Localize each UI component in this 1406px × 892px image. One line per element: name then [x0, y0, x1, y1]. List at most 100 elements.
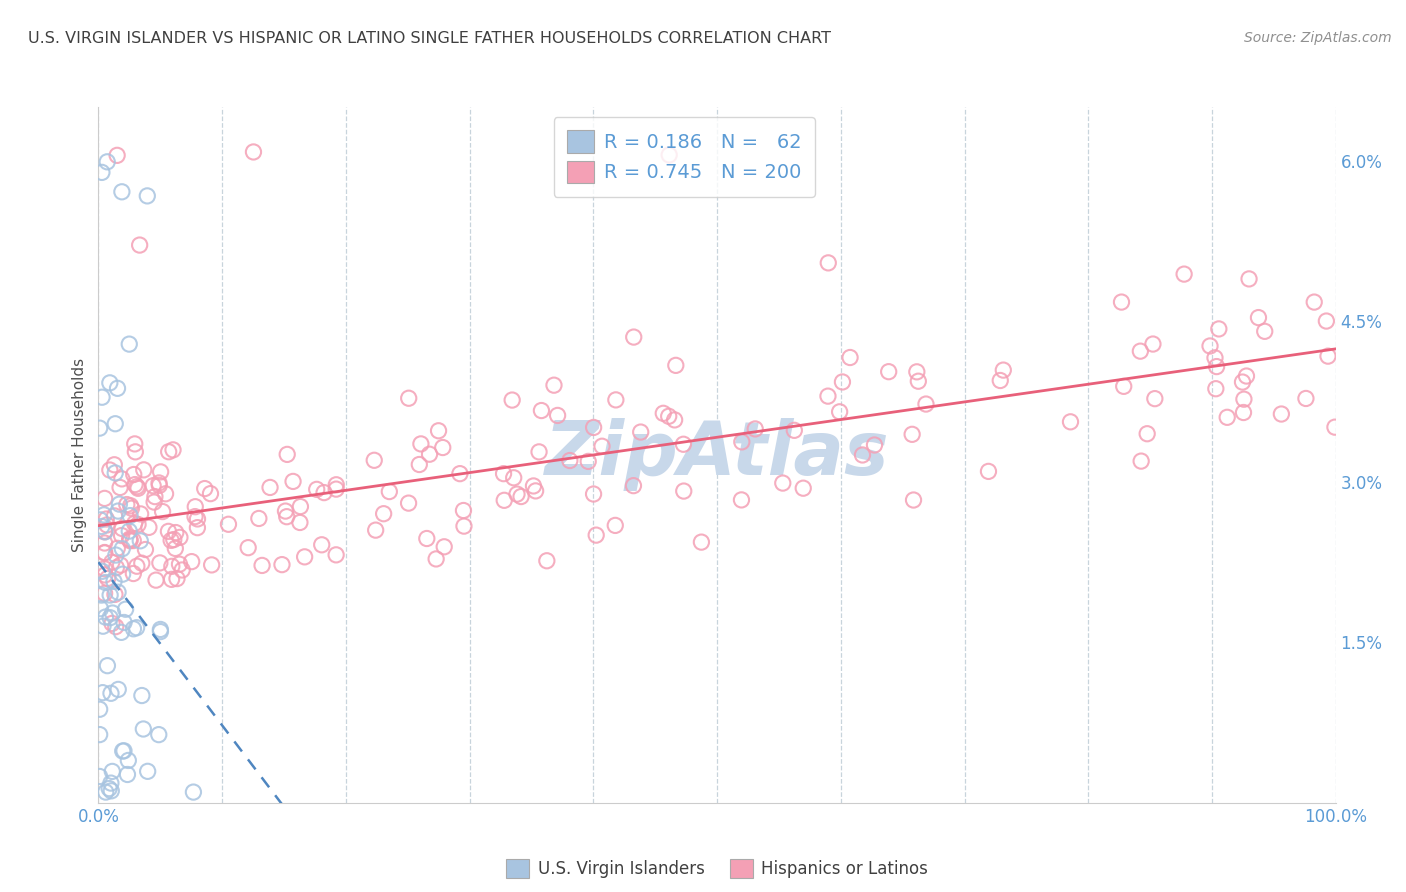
- Point: [363, 453, 385, 467]
- Point: [905, 365, 928, 379]
- Point: [877, 365, 900, 379]
- Point: [93, 586, 115, 600]
- Point: [96, 518, 118, 533]
- Point: [100, 776, 122, 790]
- Point: [1254, 324, 1277, 338]
- Point: [145, 573, 167, 587]
- Point: [90, 588, 112, 602]
- Point: [623, 330, 645, 344]
- Point: [105, 148, 128, 162]
- Point: [110, 625, 132, 640]
- Point: [89, 513, 111, 527]
- Point: [124, 516, 146, 531]
- Point: [127, 481, 149, 495]
- Point: [148, 728, 170, 742]
- Point: [93, 491, 115, 506]
- Point: [89, 702, 111, 716]
- Point: [783, 423, 806, 437]
- Point: [104, 587, 127, 601]
- Point: [1204, 351, 1226, 365]
- Point: [143, 490, 166, 504]
- Point: [664, 413, 686, 427]
- Point: [122, 622, 145, 636]
- Point: [744, 422, 766, 436]
- Point: [122, 566, 145, 581]
- Point: [149, 623, 172, 637]
- Point: [93, 545, 115, 559]
- Point: [398, 391, 420, 405]
- Point: [93, 524, 115, 539]
- Point: [96, 512, 118, 526]
- Point: [155, 487, 177, 501]
- Point: [104, 548, 127, 562]
- Point: [117, 754, 139, 768]
- Point: [184, 500, 207, 514]
- Point: [409, 437, 432, 451]
- Y-axis label: Single Father Households: Single Father Households: [72, 358, 87, 552]
- Point: [731, 434, 754, 449]
- Point: [1205, 382, 1227, 396]
- Point: [242, 145, 264, 159]
- Point: [288, 516, 311, 530]
- Point: [121, 501, 143, 516]
- Point: [1295, 392, 1317, 406]
- Point: [408, 458, 430, 472]
- Point: [111, 541, 134, 556]
- Point: [658, 148, 681, 162]
- Point: [124, 445, 146, 459]
- Point: [630, 425, 652, 439]
- Point: [101, 616, 124, 631]
- Point: [91, 390, 114, 404]
- Point: [1232, 375, 1254, 389]
- Point: [183, 785, 205, 799]
- Point: [131, 556, 153, 570]
- Point: [839, 351, 862, 365]
- Point: [184, 509, 207, 524]
- Point: [1208, 322, 1230, 336]
- Point: [107, 381, 129, 395]
- Point: [1199, 339, 1222, 353]
- Point: [311, 538, 333, 552]
- Point: [259, 480, 281, 494]
- Point: [115, 498, 138, 512]
- Point: [506, 487, 529, 501]
- Point: [148, 478, 170, 492]
- Point: [91, 686, 114, 700]
- Point: [98, 588, 121, 602]
- Point: [128, 238, 150, 252]
- Point: [134, 542, 156, 557]
- Point: [901, 427, 924, 442]
- Point: [425, 552, 447, 566]
- Point: [398, 496, 420, 510]
- Point: [165, 525, 187, 540]
- Point: [111, 185, 134, 199]
- Point: [114, 602, 136, 616]
- Point: [238, 541, 260, 555]
- Point: [131, 689, 153, 703]
- Point: [98, 781, 121, 796]
- Point: [122, 467, 145, 482]
- Point: [172, 563, 194, 577]
- Point: [104, 620, 127, 634]
- Point: [94, 575, 117, 590]
- Point: [591, 439, 613, 453]
- Point: [851, 448, 873, 462]
- Point: [112, 615, 135, 630]
- Point: [605, 392, 627, 407]
- Point: [160, 573, 183, 587]
- Point: [501, 392, 523, 407]
- Point: [89, 601, 111, 615]
- Point: [100, 686, 122, 700]
- Point: [1247, 310, 1270, 325]
- Point: [522, 479, 544, 493]
- Point: [93, 546, 115, 560]
- Point: [312, 485, 335, 500]
- Point: [186, 521, 208, 535]
- Point: [125, 621, 148, 635]
- Point: [1317, 349, 1340, 363]
- Point: [165, 541, 187, 556]
- Point: [169, 558, 191, 572]
- Point: [582, 487, 605, 501]
- Point: [101, 606, 124, 620]
- Point: [558, 453, 581, 467]
